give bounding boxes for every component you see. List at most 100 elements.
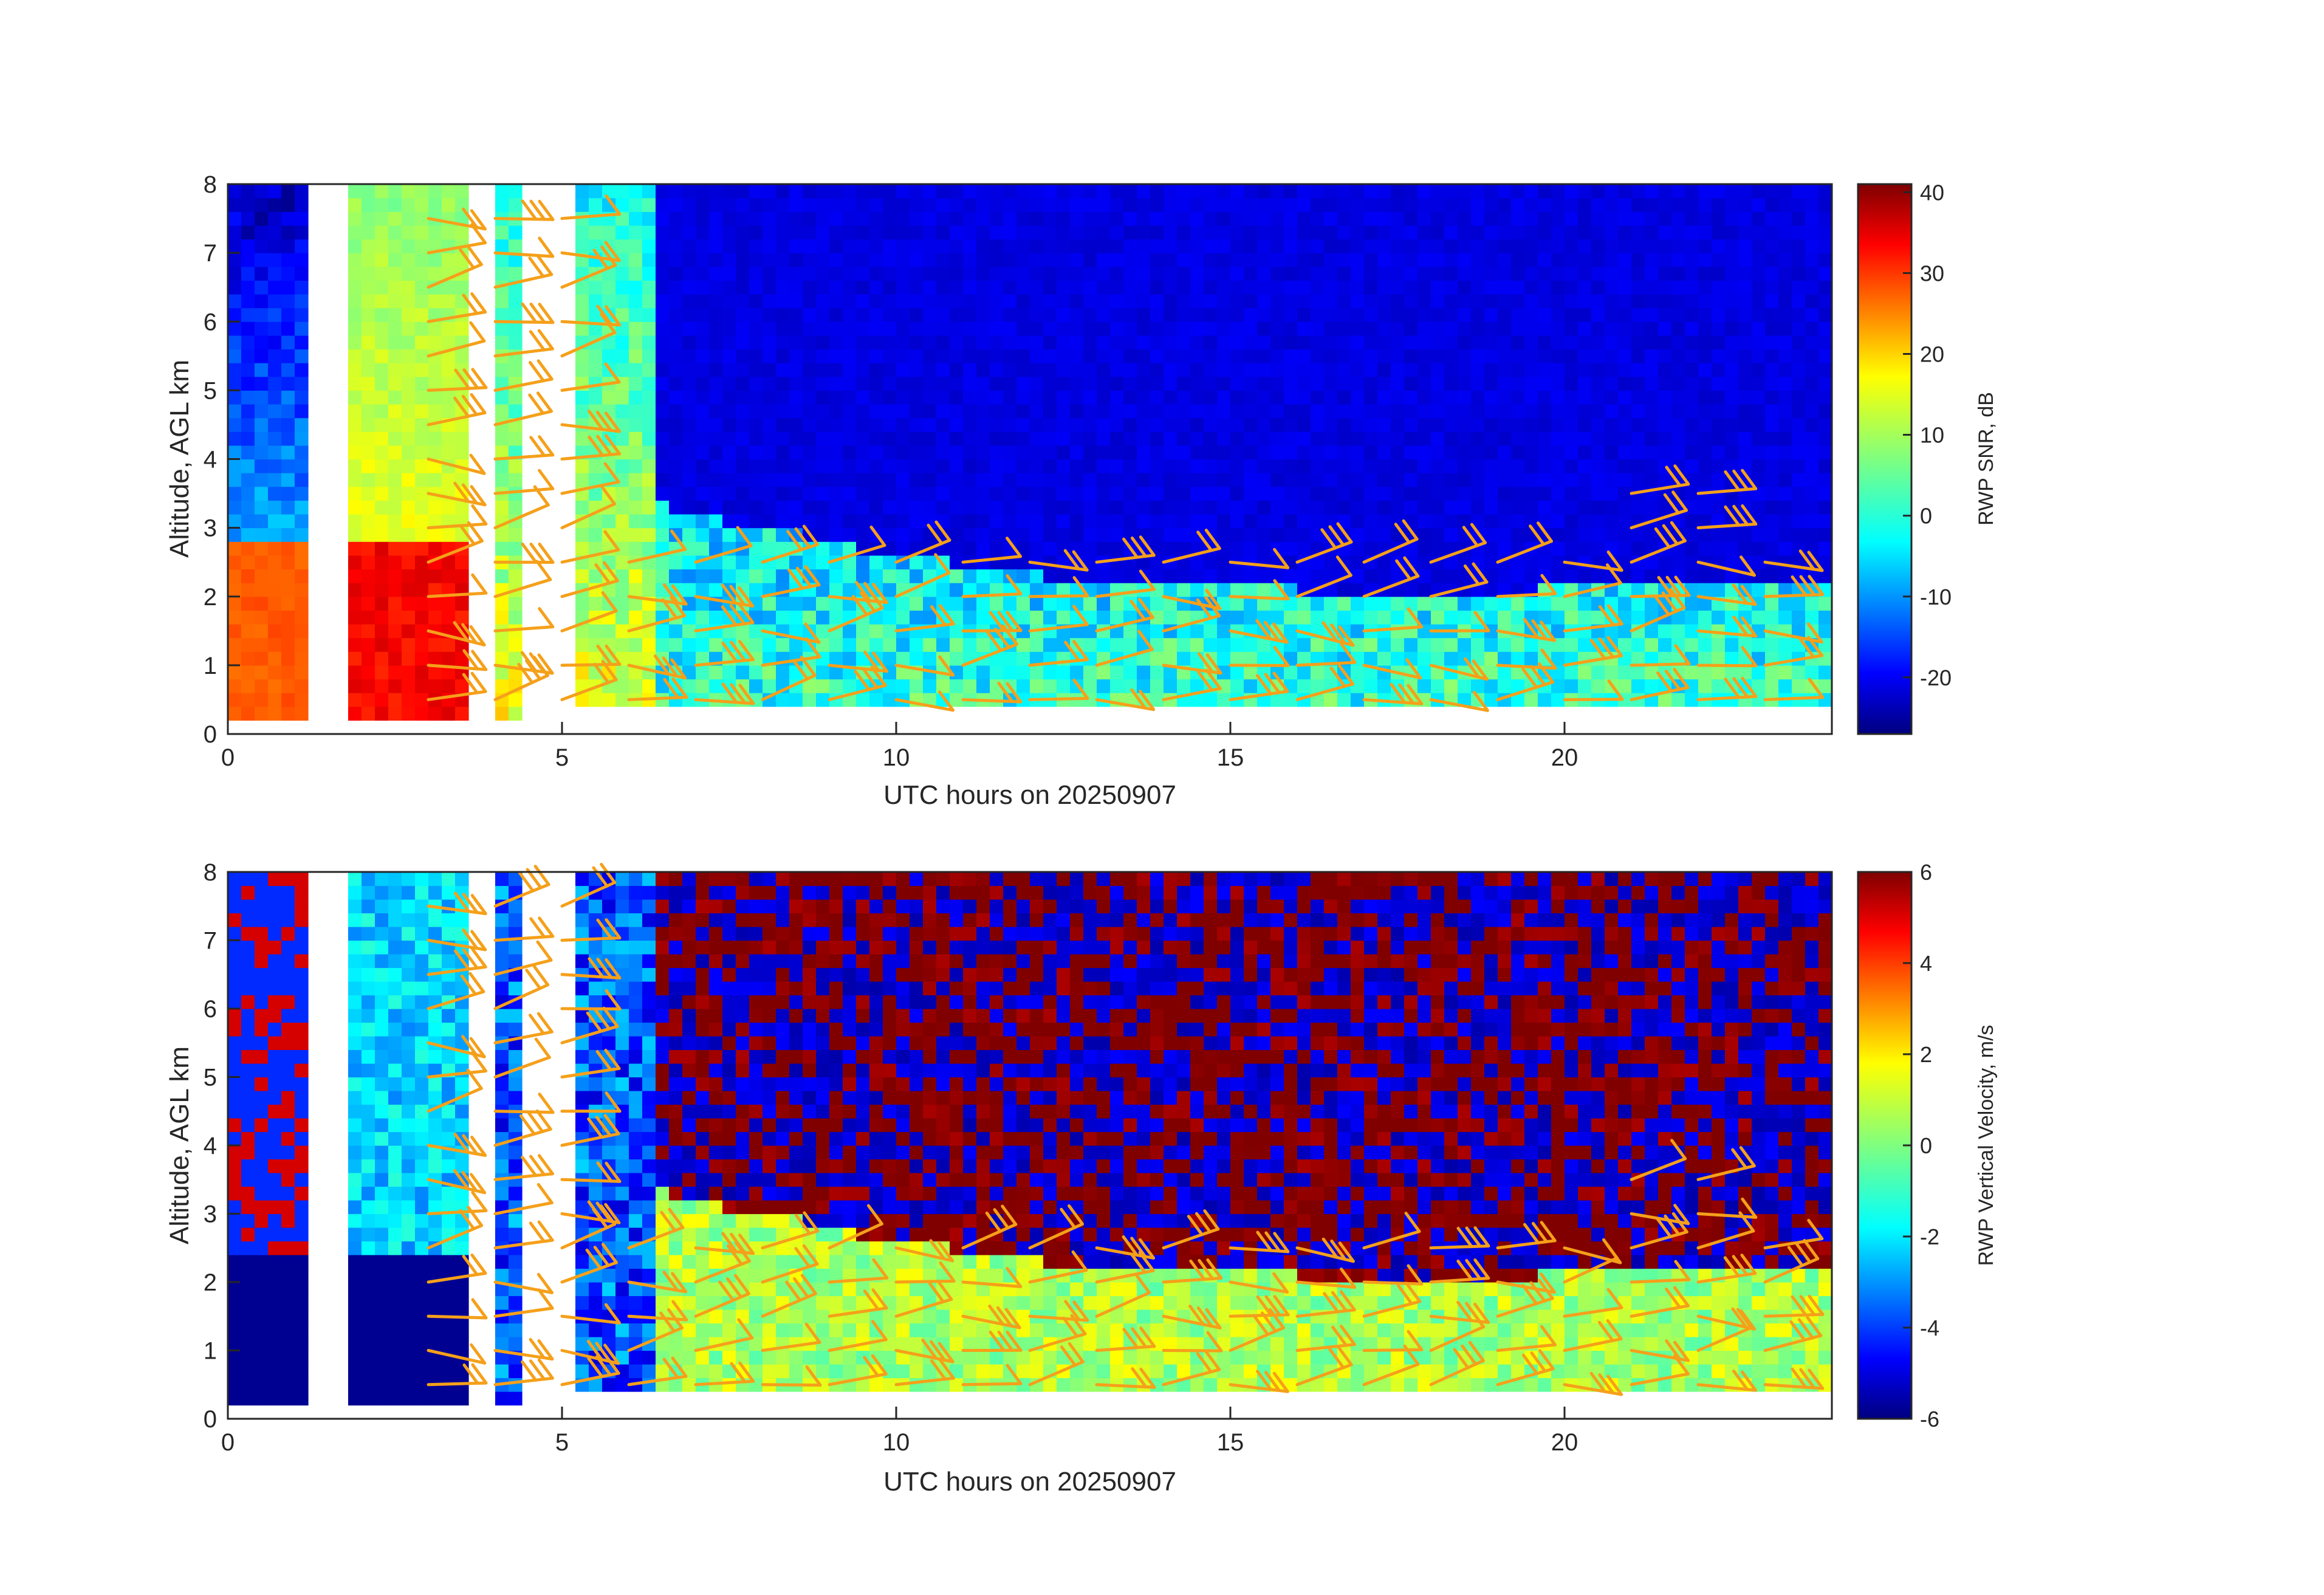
heat-cell	[856, 500, 870, 515]
heat-cell	[615, 486, 629, 501]
heat-cell	[722, 665, 736, 680]
heat-cell	[255, 927, 269, 941]
heat-cell	[869, 335, 883, 350]
heat-cell	[415, 390, 429, 405]
heat-cell	[1565, 294, 1578, 309]
heat-cell	[589, 197, 603, 212]
heat-cell	[722, 459, 736, 473]
heat-cell	[869, 624, 883, 639]
heat-cell	[1805, 363, 1819, 377]
heat-cell	[1270, 363, 1284, 377]
heat-cell	[803, 473, 817, 487]
heat-cell	[1524, 239, 1538, 253]
heat-cell	[495, 253, 509, 267]
heat-cell	[629, 596, 643, 611]
heat-cell	[1043, 404, 1057, 419]
heat-cell	[896, 541, 910, 556]
heat-cell	[829, 610, 843, 625]
heat-cell	[1043, 527, 1057, 542]
heat-cell	[1524, 651, 1538, 666]
heat-cell	[1671, 266, 1685, 281]
heat-cell	[255, 624, 269, 639]
heat-cell	[923, 555, 937, 570]
heat-cell	[295, 1213, 309, 1228]
heat-cell	[1164, 569, 1177, 583]
heat-cell	[615, 184, 629, 199]
heat-cell	[1591, 225, 1605, 240]
heat-cell	[910, 280, 924, 295]
heat-cell	[1738, 541, 1752, 556]
heat-cell	[241, 527, 255, 542]
heat-cell	[402, 555, 416, 570]
heat-cell	[1498, 500, 1512, 515]
heat-cell	[776, 431, 790, 446]
heat-cell	[1792, 624, 1806, 639]
heat-cell	[1377, 184, 1391, 199]
heat-cell	[1631, 404, 1645, 419]
heat-cell	[1511, 239, 1525, 253]
heat-cell	[1578, 253, 1592, 267]
heat-cell	[388, 363, 402, 377]
heat-cell	[1057, 307, 1071, 322]
heat-cell	[268, 1282, 282, 1297]
heat-cell	[1565, 376, 1578, 391]
heat-cell	[1003, 445, 1017, 460]
heat-cell	[375, 624, 389, 639]
heat-cell	[976, 610, 990, 625]
heat-cell	[1030, 486, 1044, 501]
heat-cell	[1043, 349, 1057, 363]
heat-cell	[281, 610, 295, 625]
heat-cell	[1057, 280, 1071, 295]
heat-cell	[1204, 363, 1218, 377]
heat-cell	[295, 266, 309, 281]
heat-cell	[402, 1241, 416, 1255]
heat-cell	[1097, 514, 1111, 529]
heat-cell	[1565, 390, 1578, 405]
heat-cell	[362, 872, 375, 887]
heat-cell	[241, 390, 255, 405]
wind-barb	[1763, 622, 1823, 644]
wind-barb	[560, 484, 616, 530]
heat-cell	[1204, 431, 1218, 446]
heat-cell	[1057, 417, 1071, 432]
heat-cell	[362, 596, 375, 611]
heat-cell	[816, 514, 830, 529]
heat-cell	[1377, 335, 1391, 350]
heat-cell	[428, 872, 442, 887]
heat-cell	[268, 500, 282, 515]
heat-cell	[722, 197, 736, 212]
heat-cell	[375, 1131, 389, 1146]
heat-cell	[1150, 239, 1164, 253]
heat-cell	[1150, 307, 1164, 322]
heat-cell	[1444, 569, 1458, 583]
heat-cell	[1016, 596, 1030, 611]
heat-cell	[509, 459, 523, 473]
heat-cell	[1671, 349, 1685, 363]
x-tick-label: 20	[1551, 744, 1578, 771]
heat-cell	[669, 266, 683, 281]
heat-cell	[923, 321, 937, 336]
heat-cell	[1538, 239, 1552, 253]
heat-cell	[776, 527, 790, 542]
heat-cell	[415, 1309, 429, 1324]
heat-cell	[1404, 239, 1418, 253]
heat-cell	[388, 899, 402, 914]
heat-cell	[1123, 404, 1137, 419]
heat-cell	[1417, 307, 1431, 322]
heat-cell	[375, 899, 389, 914]
heat-cell	[615, 569, 629, 583]
heat-cell	[923, 500, 937, 515]
heat-cell	[1217, 445, 1231, 460]
heat-cell	[428, 1213, 442, 1228]
heat-cell	[1083, 349, 1097, 363]
heat-cell	[1337, 225, 1351, 240]
heat-cell	[1725, 239, 1739, 253]
heat-cell	[789, 417, 803, 432]
heat-cell	[295, 1186, 309, 1201]
heat-cell	[1070, 527, 1084, 542]
heat-cell	[869, 486, 883, 501]
heat-cell	[936, 404, 950, 419]
heat-cell	[442, 872, 456, 887]
heat-cell	[268, 706, 282, 721]
heat-cell	[963, 280, 977, 295]
